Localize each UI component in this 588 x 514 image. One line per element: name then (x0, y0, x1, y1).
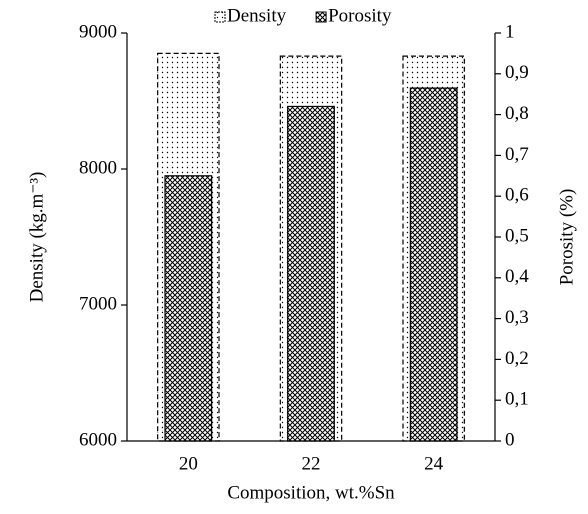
y2-tick-label: 0,2 (505, 348, 529, 369)
y2-tick-label: 0,9 (505, 62, 529, 83)
legend-label: Porosity (328, 5, 392, 26)
legend-swatch (315, 11, 327, 23)
y-tick-label: 7000 (79, 293, 117, 314)
x-tick-label: 24 (424, 453, 444, 474)
y-tick-label: 8000 (79, 157, 117, 178)
bar (287, 105, 335, 442)
legend-label: Density (227, 5, 287, 26)
y2-tick-label: 0,1 (505, 389, 529, 410)
bar (164, 175, 213, 442)
x-tick-label: 22 (302, 453, 321, 474)
y-axis-title: Density (kg.m⁻³) (26, 172, 47, 303)
y-tick-label: 6000 (79, 429, 117, 450)
y-tick-label: 9000 (79, 21, 117, 42)
y2-tick-label: 1 (505, 21, 515, 42)
x-tick-label: 20 (179, 453, 198, 474)
y2-tick-label: 0,8 (505, 103, 529, 124)
legend-swatch (214, 11, 226, 23)
y2-tick-label: 0,4 (505, 266, 529, 287)
y2-tick-label: 0,5 (505, 225, 529, 246)
y2-tick-label: 0,6 (505, 185, 529, 206)
y2-tick-label: 0,3 (505, 307, 529, 328)
y2-tick-label: 0 (505, 429, 515, 450)
y2-tick-label: 0,7 (505, 144, 529, 165)
x-axis-title: Composition, wt.%Sn (227, 482, 395, 503)
bar (409, 87, 458, 442)
y2-axis-title: Porosity (%) (556, 189, 577, 286)
